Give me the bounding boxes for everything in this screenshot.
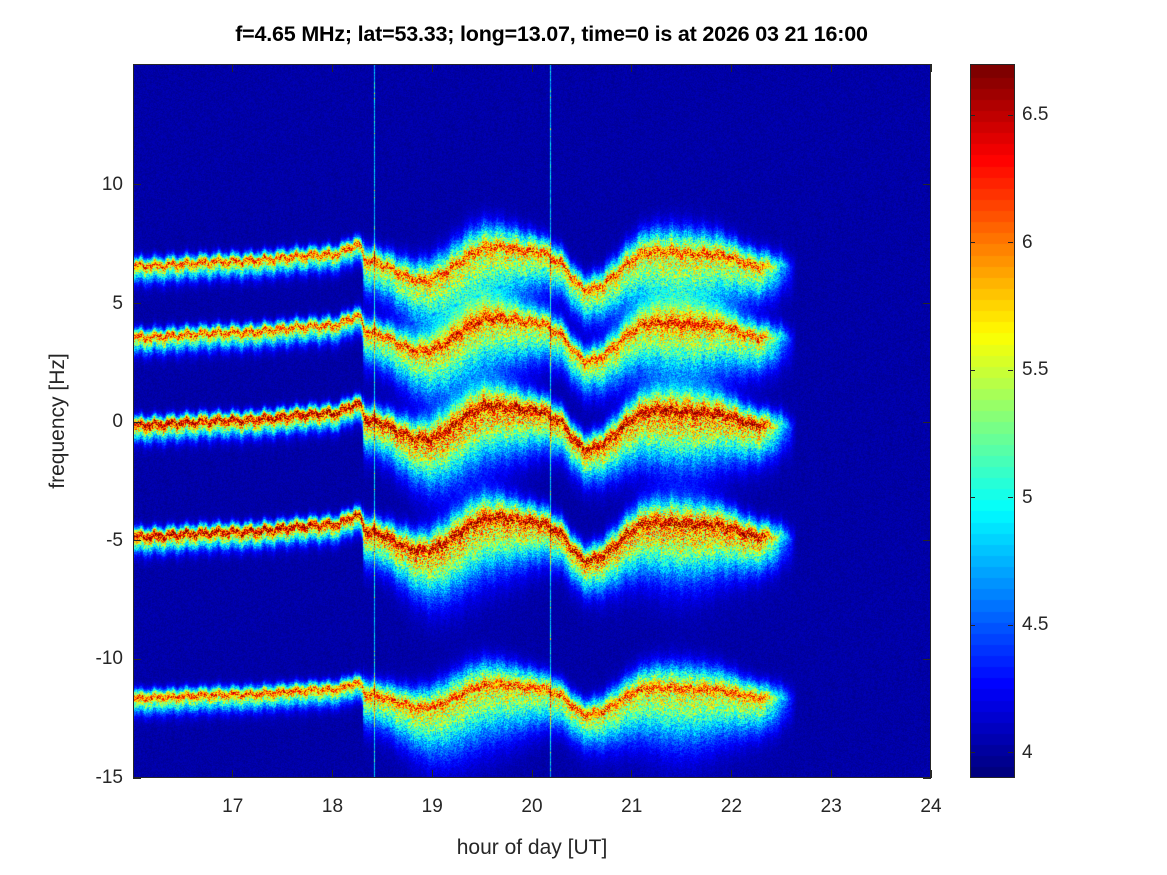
x-tick-mark (830, 770, 832, 778)
colorbar-tick-mark (970, 497, 975, 498)
x-tick-mark (431, 770, 433, 778)
y-tick-mark (133, 658, 141, 660)
colorbar-tick-mark (970, 752, 975, 753)
x-tick-mark (830, 64, 832, 72)
x-tick-mark (731, 770, 732, 778)
x-tick-label: 24 (920, 796, 942, 817)
colorbar-tick-mark (1008, 624, 1013, 626)
x-tick-mark (631, 770, 633, 778)
colorbar-tick-mark (970, 114, 975, 116)
x-tick-label: 20 (521, 796, 543, 817)
colorbar-tick-label: 4.5 (1022, 614, 1049, 635)
y-tick-label: 0 (112, 411, 123, 433)
x-tick-label: 23 (820, 796, 842, 817)
colorbar-tick-mark (1008, 752, 1013, 753)
spectrogram-image (133, 64, 931, 778)
y-tick-label: -5 (106, 529, 123, 551)
y-tick-label: 5 (112, 292, 123, 314)
plot-area (133, 64, 931, 778)
y-tick-mark (923, 540, 931, 542)
colorbar-tick-label: 5 (1022, 486, 1033, 508)
x-tick-mark (332, 64, 333, 72)
x-tick-mark (332, 770, 333, 778)
x-axis-label: hour of day [UT] (456, 836, 608, 859)
x-tick-mark (930, 770, 932, 778)
colorbar (970, 64, 1015, 778)
colorbar-tick-mark (1008, 369, 1013, 371)
colorbar-tick-label: 6 (1022, 231, 1033, 253)
y-tick-mark (923, 777, 931, 779)
y-tick-label: -15 (95, 767, 123, 788)
x-tick-mark (631, 64, 633, 72)
x-tick-label: 18 (321, 796, 344, 817)
y-tick-label: 10 (101, 173, 123, 195)
y-tick-mark (133, 777, 141, 779)
y-tick-mark (133, 540, 141, 542)
y-tick-mark (133, 421, 141, 423)
y-tick-mark (923, 658, 931, 660)
x-tick-label: 21 (621, 796, 643, 817)
y-tick-mark (133, 303, 141, 305)
colorbar-tick-mark (1008, 497, 1013, 498)
y-tick-mark (923, 303, 931, 305)
colorbar-tick-mark (970, 242, 975, 243)
x-tick-mark (232, 64, 234, 72)
y-tick-label: -10 (95, 648, 123, 670)
y-tick-mark (923, 184, 931, 186)
colorbar-tick-mark (970, 369, 975, 371)
colorbar-tick-label: 5.5 (1022, 359, 1049, 380)
colorbar-tick-mark (1008, 114, 1013, 116)
chart-title: f=4.65 MHz; lat=53.33; long=13.07, time=… (0, 22, 1167, 47)
chart-title-text: f=4.65 MHz; lat=53.33; long=13.07, time=… (235, 22, 868, 46)
x-tick-mark (232, 770, 234, 778)
colorbar-tick-mark (970, 624, 975, 626)
x-tick-mark (431, 64, 433, 72)
x-tick-label: 22 (720, 796, 743, 817)
colorbar-tick-mark (1008, 242, 1013, 243)
x-tick-label: 19 (421, 796, 443, 817)
x-tick-mark (731, 64, 732, 72)
y-axis-label: frequency [Hz] (46, 353, 69, 489)
colorbar-tick-label: 6.5 (1022, 104, 1049, 125)
x-tick-mark (531, 770, 533, 778)
y-tick-mark (133, 184, 141, 186)
colorbar-tick-label: 4 (1022, 741, 1033, 763)
x-tick-label: 17 (222, 796, 244, 817)
x-tick-mark (930, 64, 932, 72)
y-tick-mark (923, 421, 931, 423)
x-tick-mark (531, 64, 533, 72)
